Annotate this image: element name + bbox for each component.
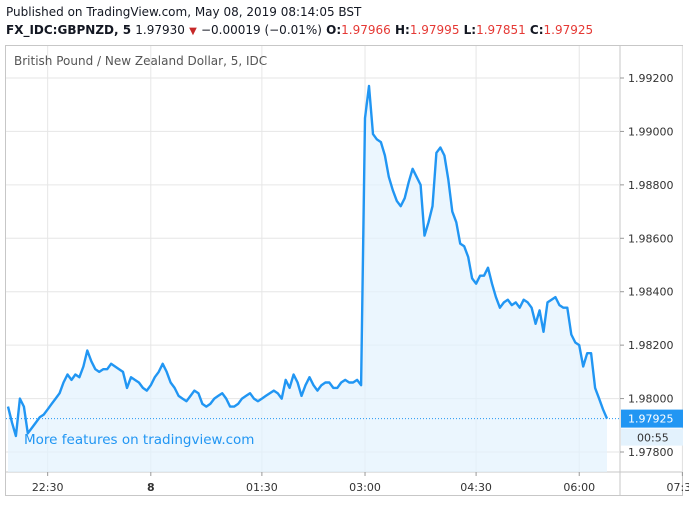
y-tick-label: 1.98200	[628, 339, 674, 352]
x-tick-label: 8	[147, 481, 155, 494]
y-tick-label: 1.99200	[628, 72, 674, 85]
close-value: 1.97925	[543, 23, 594, 37]
high-label: H:	[394, 23, 410, 37]
x-tick-label: 22:30	[32, 481, 64, 494]
low-label: L:	[463, 23, 477, 37]
symbol-info: FX_IDC:GBPNZD, 5 1.97930 ▼ −0.00019 (−0.…	[6, 23, 593, 37]
y-tick-label: 1.98600	[628, 232, 674, 245]
x-tick-label: 07:30	[667, 481, 689, 494]
price-line	[6, 84, 609, 438]
price-area	[8, 86, 607, 472]
high-value: 1.97995	[409, 23, 460, 37]
price-label-box	[621, 409, 683, 428]
watermark-link: More features on tradingview.com	[24, 432, 254, 448]
countdown-box	[621, 428, 683, 446]
y-tick-label: 1.98800	[628, 179, 674, 192]
change-value: −0.00019 (−0.01%)	[200, 23, 322, 37]
x-tick-label: 03:00	[349, 481, 381, 494]
price-label-text: 1.97925	[628, 413, 674, 426]
open-label: O:	[326, 23, 342, 37]
last-price: 1.97930	[135, 23, 185, 37]
y-tick-label: 1.97800	[628, 446, 674, 459]
symbol-name: FX_IDC:GBPNZD, 5	[6, 23, 132, 37]
x-tick-label: 04:30	[460, 481, 492, 494]
y-tick-label: 1.99000	[628, 125, 674, 138]
y-tick-label: 1.98000	[628, 393, 674, 406]
y-tick-label: 1.98400	[628, 286, 674, 299]
low-value: 1.97851	[476, 23, 526, 37]
chart-title: British Pound / New Zealand Dollar, 5, I…	[14, 54, 267, 68]
countdown-text: 00:55	[637, 432, 669, 445]
down-triangle-icon: ▼	[189, 26, 197, 37]
open-value: 1.97966	[341, 23, 391, 37]
x-tick-label: 06:00	[563, 481, 595, 494]
published-info: Published on TradingView.com, May 08, 20…	[6, 5, 362, 19]
close-label: C:	[529, 23, 544, 37]
x-tick-label: 01:30	[246, 481, 278, 494]
